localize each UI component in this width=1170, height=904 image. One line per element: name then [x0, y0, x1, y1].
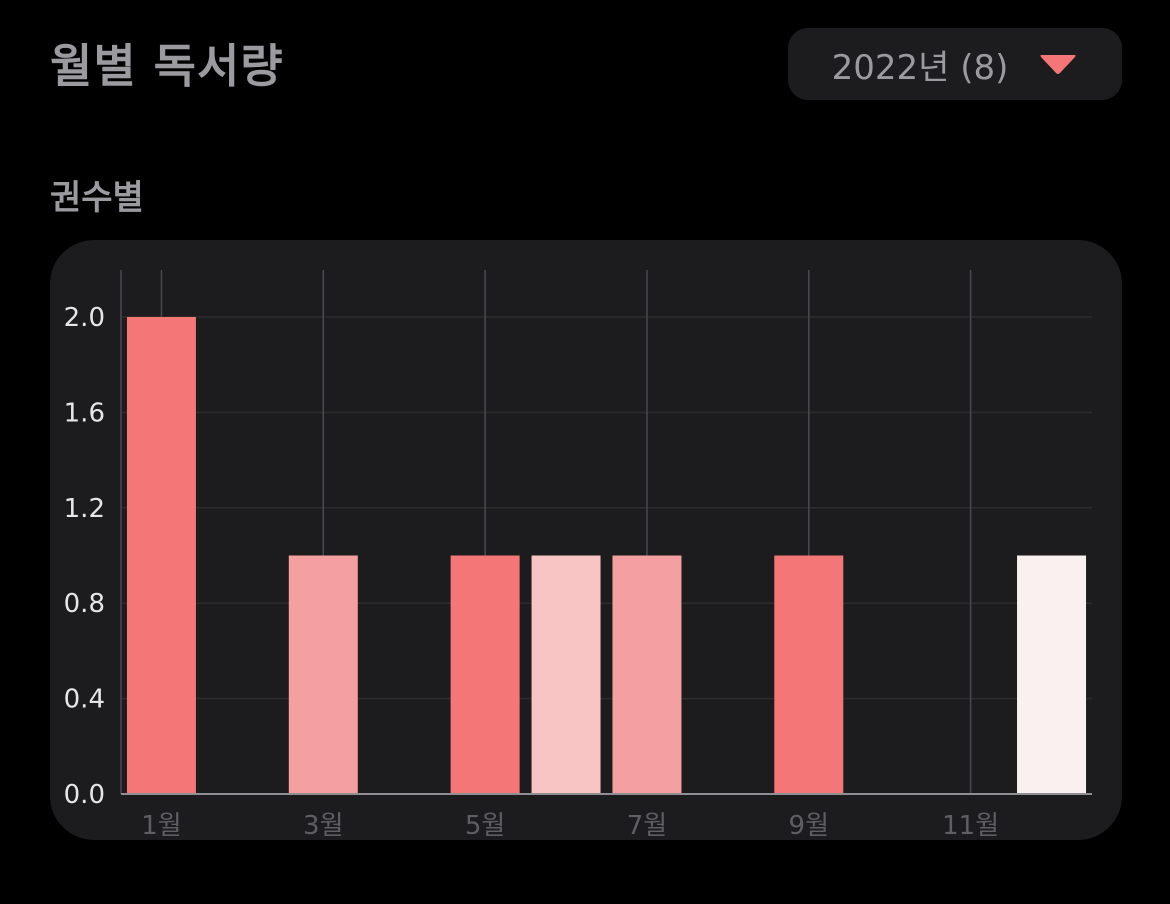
x-tick-label-2: 5월	[465, 811, 505, 840]
bar-6[interactable]	[531, 555, 601, 795]
section-label: 권수별	[50, 178, 144, 218]
bar-9[interactable]	[774, 555, 844, 795]
x-tick-label-1: 3월	[303, 811, 343, 840]
y-tick-label-1: 0.4	[64, 685, 105, 715]
x-tick-label-4: 9월	[789, 811, 829, 840]
x-tick-label-0: 1월	[141, 811, 181, 840]
bar-3[interactable]	[288, 555, 358, 795]
x-tick-label-3: 7월	[627, 811, 667, 840]
bar-7[interactable]	[612, 555, 682, 795]
bar-12[interactable]	[1017, 555, 1087, 795]
y-tick-label-2: 0.8	[64, 589, 105, 619]
year-select-value: 2022년 (8)	[831, 47, 1009, 88]
x-tick-label-5: 11월	[942, 811, 999, 840]
bar-1[interactable]	[126, 317, 196, 794]
page-title: 월별 독서량	[50, 39, 284, 93]
y-tick-label-3: 1.2	[64, 494, 105, 524]
y-tick-label-5: 2.0	[64, 303, 105, 333]
chart-card: 0.0 0.4 0.8 1.2 1.6 2.0 1월 3월 5월 7월 9월 11월	[50, 240, 1122, 840]
y-tick-label-0: 0.0	[64, 780, 105, 810]
y-tick-label-4: 1.6	[64, 398, 105, 428]
year-select[interactable]: 2022년 (8)	[788, 28, 1122, 100]
triangle-down-icon	[1040, 55, 1076, 74]
bar-5[interactable]	[450, 555, 520, 795]
bar-chart: 0.0 0.4 0.8 1.2 1.6 2.0 1월 3월 5월 7월 9월 11월	[64, 270, 1092, 840]
